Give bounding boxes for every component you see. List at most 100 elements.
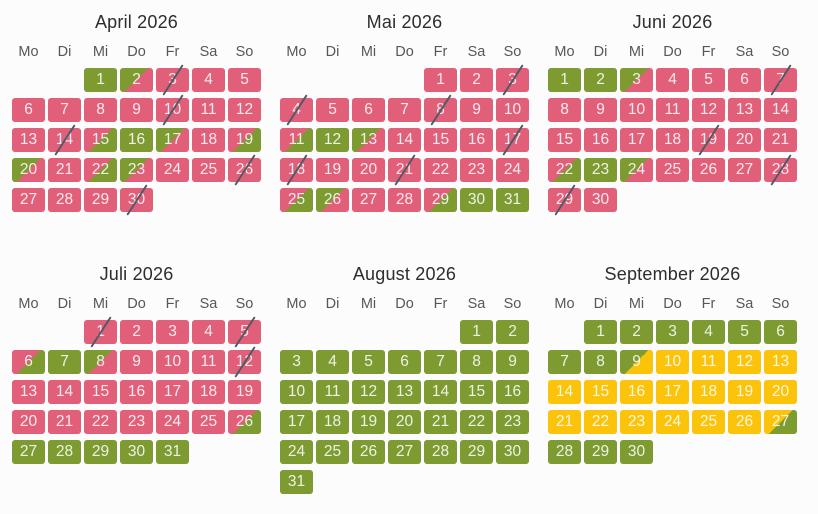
day-cell: 1 [460,320,493,344]
day-cell: 24 [496,158,529,182]
day-cell: 27 [764,410,797,434]
month-title: Juni 2026 [632,12,713,32]
day-cell: 2 [584,68,617,92]
day-cell: 27 [728,158,761,182]
strike-mark-icon [233,346,256,378]
day-cell: 6 [352,98,385,122]
day-cell: 3 [656,320,689,344]
day-cell: 26 [228,154,261,186]
day-cell: 8 [548,98,581,122]
day-cell: 12 [316,128,349,152]
day-cell: 21 [48,158,81,182]
weekday-header: Mo Di Mi Do Fr Sa So [280,296,529,312]
day-cell: 11 [656,98,689,122]
weekday-header: Mo Di Mi Do Fr Sa So [548,44,797,60]
day-cell: 6 [764,320,797,344]
day-cell: 25 [692,410,725,434]
weekday-label: Mo [18,44,39,60]
day-cell: 29 [460,440,493,464]
day-cell: 23 [460,158,493,182]
strike-mark-icon [393,154,416,186]
day-cell: 18 [280,154,313,186]
day-cell: 13 [12,128,45,152]
day-cell: 4 [192,68,225,92]
day-cell: 8 [460,350,493,374]
day-cell: 1 [548,68,581,92]
weekday-label: Fr [165,44,180,60]
strike-mark-icon [53,124,76,156]
day-cell: 25 [316,440,349,464]
strike-mark-icon [125,184,148,216]
day-cell: 12 [228,98,261,122]
day-cell: 3 [280,350,313,374]
day-cell: 19 [692,124,725,156]
weekday-label: Mo [286,44,307,60]
day-cell: 22 [584,410,617,434]
day-cell: 16 [620,380,653,404]
day-cell: 14 [424,380,457,404]
weekday-label: So [503,296,522,312]
weekday-label: Do [663,44,682,60]
day-cell: 22 [84,158,117,182]
day-cell: 11 [316,380,349,404]
strike-mark-icon [285,94,308,126]
day-cell: 15 [424,128,457,152]
strike-mark-icon [429,94,452,126]
day-cell: 29 [548,184,581,216]
month-title: Juli 2026 [99,264,174,284]
day-cell: 13 [12,380,45,404]
day-cell: 20 [764,380,797,404]
day-cell: 9 [620,350,653,374]
day-cell: 29 [424,188,457,212]
weekday-label: So [503,44,522,60]
day-cell: 5 [728,320,761,344]
weekday-label: Di [57,296,72,312]
strike-mark-icon [89,316,112,348]
day-cell: 30 [584,188,617,212]
day-cell: 15 [584,380,617,404]
day-cell: 20 [388,410,421,434]
day-cell: 5 [692,68,725,92]
weekday-label: Do [127,44,146,60]
weekday-label: So [771,44,790,60]
day-cell: 6 [12,98,45,122]
day-cell: 16 [496,380,529,404]
strike-mark-icon [553,184,576,216]
day-cell: 14 [388,128,421,152]
day-cell: 2 [496,320,529,344]
day-cell: 8 [584,350,617,374]
weekday-label: Fr [165,296,180,312]
day-cell: 7 [764,64,797,96]
day-grid: 1 2 3 4 5 6 7 8 9 10 11 12 13 14 15 16 17 18 19 20 21 22 23 24 2… [280,64,529,212]
day-cell: 3 [156,320,189,344]
weekday-label: Sa [199,296,218,312]
weekday-label: Di [57,44,72,60]
day-cell: 13 [388,380,421,404]
strike-mark-icon [501,64,524,96]
strike-mark-icon [769,64,792,96]
day-cell: 21 [424,410,457,434]
day-cell: 1 [584,320,617,344]
month-title: April 2026 [94,12,179,32]
weekday-label: Mo [286,296,307,312]
day-cell: 28 [424,440,457,464]
day-cell: 20 [12,410,45,434]
weekday-header: Mo Di Mi Do Fr Sa So [548,296,797,312]
calendar-august-2026: August 2026 Mo Di Mi Do Fr Sa So 1 2 3 4 5 6 7 8 9 10 11… [280,257,529,494]
weekday-label: Di [325,44,340,60]
availability-calendar-board: April 2026 Mo Di Mi Do Fr Sa So 1 2 3 4 5 6 7 8 9 10 11 1… [12,12,797,494]
day-cell: 26 [316,188,349,212]
day-cell: 19 [728,380,761,404]
weekday-label: So [235,44,254,60]
day-cell: 11 [192,98,225,122]
day-cell: 4 [280,94,313,126]
day-cell: 28 [764,154,797,186]
day-cell: 23 [120,410,153,434]
day-cell: 17 [496,124,529,156]
day-cell: 4 [316,350,349,374]
day-cell: 29 [84,188,117,212]
day-cell: 19 [316,158,349,182]
day-cell: 23 [620,410,653,434]
day-cell: 9 [120,98,153,122]
day-cell: 11 [280,128,313,152]
